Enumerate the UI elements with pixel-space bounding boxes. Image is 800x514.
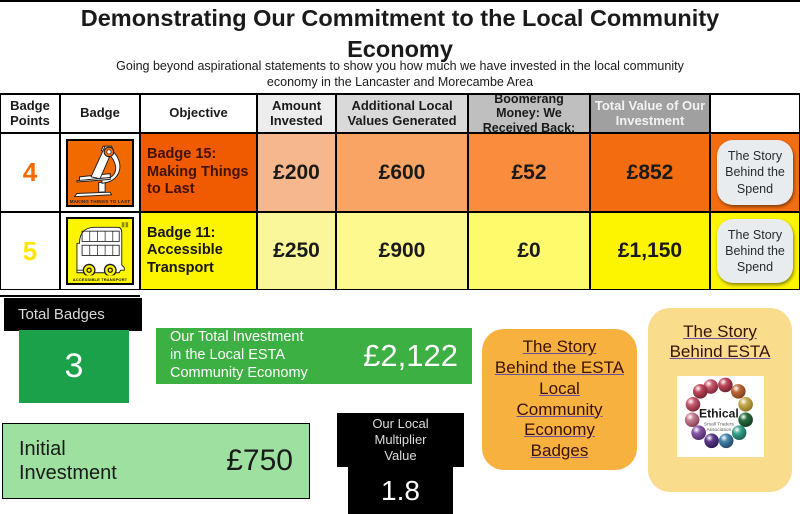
- svg-text:ACCESSIBLE TRANSPORT: ACCESSIBLE TRANSPORT: [73, 277, 128, 282]
- svg-text:Association: Association: [706, 427, 731, 433]
- svg-text:MAKING THINGS TO LAST: MAKING THINGS TO LAST: [70, 198, 131, 203]
- svg-text:Ethical: Ethical: [698, 406, 738, 420]
- svg-text:Small Traders: Small Traders: [703, 421, 734, 427]
- svg-text:15: 15: [124, 144, 130, 150]
